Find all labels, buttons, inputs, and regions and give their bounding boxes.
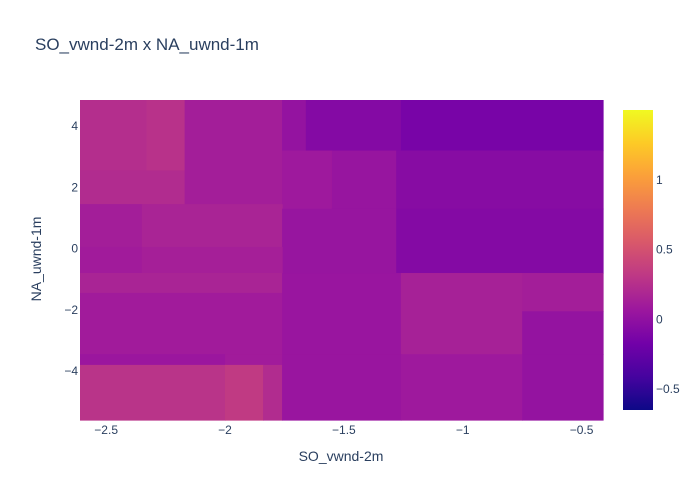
heatmap-cell bbox=[522, 311, 604, 355]
colorbar-ticks: 1 0.5 0 −0.5 bbox=[656, 173, 680, 396]
x-tick-label: −2 bbox=[218, 423, 232, 437]
heatmap-cell bbox=[146, 100, 186, 172]
x-tick-label: −0.5 bbox=[570, 423, 594, 437]
chart-title: SO_vwnd-2m x NA_uwnd-1m bbox=[35, 35, 259, 54]
x-axis-ticks: −2.5 −2 −1.5 −1 −0.5 bbox=[94, 423, 593, 437]
colorbar-tick-label: −0.5 bbox=[656, 382, 680, 396]
colorbar-tick-label: 0 bbox=[656, 312, 663, 326]
heatmap-cell bbox=[400, 354, 523, 421]
heatmap-cell bbox=[282, 100, 307, 152]
colorbar-tick-label: 1 bbox=[656, 173, 663, 187]
x-tick-label: −1.5 bbox=[332, 423, 356, 437]
heatmap-cell bbox=[80, 273, 283, 294]
heatmap-cell bbox=[225, 364, 264, 421]
heatmap-cell bbox=[80, 204, 143, 248]
y-tick-label: −2 bbox=[64, 303, 78, 317]
heatmap-cell bbox=[80, 364, 226, 421]
heatmap-cell bbox=[225, 354, 283, 366]
heatmap-cell bbox=[282, 354, 402, 421]
heatmap-cell bbox=[282, 273, 402, 355]
heatmap-cell bbox=[80, 292, 283, 355]
y-axis-title: NA_uwnd-1m bbox=[28, 217, 44, 302]
heatmap-cell bbox=[80, 100, 148, 172]
y-tick-label: −4 bbox=[64, 364, 78, 378]
heatmap-cell bbox=[305, 100, 402, 152]
heatmap-cell bbox=[141, 204, 283, 248]
x-axis-title: SO_vwnd-2m bbox=[299, 448, 384, 464]
y-axis-ticks: 4 2 0 −2 −4 bbox=[64, 119, 78, 378]
heatmap-cell bbox=[80, 354, 226, 366]
heatmap-cell bbox=[400, 273, 523, 355]
heatmap-cell bbox=[263, 364, 283, 421]
x-tick-label: −1 bbox=[456, 423, 470, 437]
heatmap-cell bbox=[400, 100, 604, 152]
heatmap-cell bbox=[80, 246, 143, 274]
colorbar bbox=[623, 110, 653, 410]
heatmap-cell bbox=[141, 246, 283, 274]
heatmap-cell bbox=[522, 273, 604, 312]
y-tick-label: 4 bbox=[71, 119, 78, 133]
heatmap-cell bbox=[331, 150, 397, 210]
colorbar-tick-label: 0.5 bbox=[656, 243, 673, 257]
x-tick-label: −2.5 bbox=[94, 423, 118, 437]
heatmap-cell bbox=[396, 150, 604, 210]
heatmap-cells bbox=[80, 100, 604, 421]
heatmap-cell bbox=[184, 100, 283, 205]
heatmap-cell bbox=[522, 354, 604, 421]
y-tick-label: 0 bbox=[71, 242, 78, 256]
heatmap-cell bbox=[396, 208, 604, 274]
heatmap-cell bbox=[282, 208, 397, 274]
y-tick-label: 2 bbox=[71, 180, 78, 194]
heatmap-cell bbox=[80, 170, 186, 205]
heatmap-cell bbox=[282, 150, 333, 210]
